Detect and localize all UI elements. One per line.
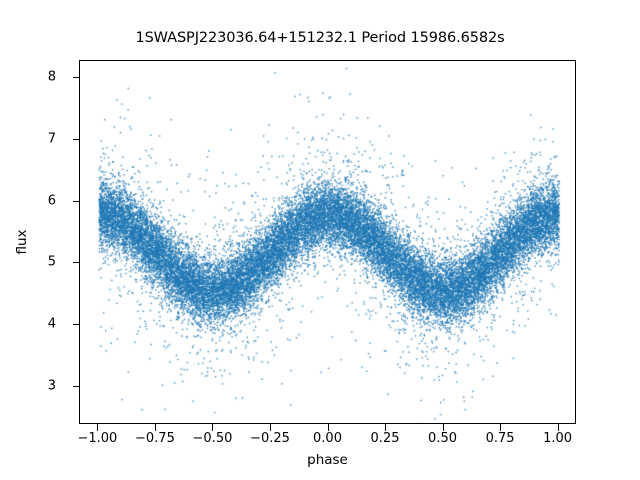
- scatter-plot-canvas: [80, 61, 575, 423]
- x-tick-mark: [154, 424, 156, 431]
- x-tick-label: 0.00: [313, 431, 342, 446]
- y-tick-mark: [72, 324, 79, 326]
- y-tick-label: 4: [47, 316, 56, 332]
- x-tick-mark: [557, 424, 559, 431]
- y-tick-label: 8: [47, 69, 56, 85]
- x-tick-label: 1.00: [543, 431, 573, 446]
- x-axis-label: phase: [307, 452, 348, 468]
- x-tick-mark: [97, 424, 99, 431]
- x-tick-mark: [269, 424, 271, 431]
- y-tick-mark: [72, 262, 79, 264]
- x-tick-mark: [442, 424, 444, 431]
- y-tick-mark: [72, 77, 79, 79]
- x-tick-label: −0.25: [250, 431, 290, 446]
- x-tick-label: 0.25: [370, 431, 400, 446]
- y-axis-label: flux: [14, 229, 30, 255]
- y-tick-label: 6: [47, 193, 56, 209]
- page-title: 1SWASPJ223036.64+151232.1 Period 15986.6…: [135, 30, 505, 46]
- y-tick-label: 7: [47, 131, 56, 147]
- x-tick-mark: [385, 424, 387, 431]
- x-tick-mark: [500, 424, 502, 431]
- y-tick-mark: [72, 200, 79, 202]
- x-tick-label: 0.75: [485, 431, 515, 446]
- y-tick-label: 5: [47, 254, 56, 270]
- x-tick-label: −0.50: [192, 431, 233, 446]
- y-tick-mark: [72, 385, 79, 387]
- plot-axes-area: [79, 60, 576, 424]
- y-tick-label: 3: [47, 378, 56, 394]
- y-tick-mark: [72, 138, 79, 140]
- x-tick-label: −0.75: [135, 431, 175, 446]
- x-tick-label: −1.00: [77, 431, 118, 446]
- x-tick-label: 0.50: [428, 431, 458, 446]
- x-tick-mark: [212, 424, 214, 431]
- x-tick-mark: [327, 424, 329, 431]
